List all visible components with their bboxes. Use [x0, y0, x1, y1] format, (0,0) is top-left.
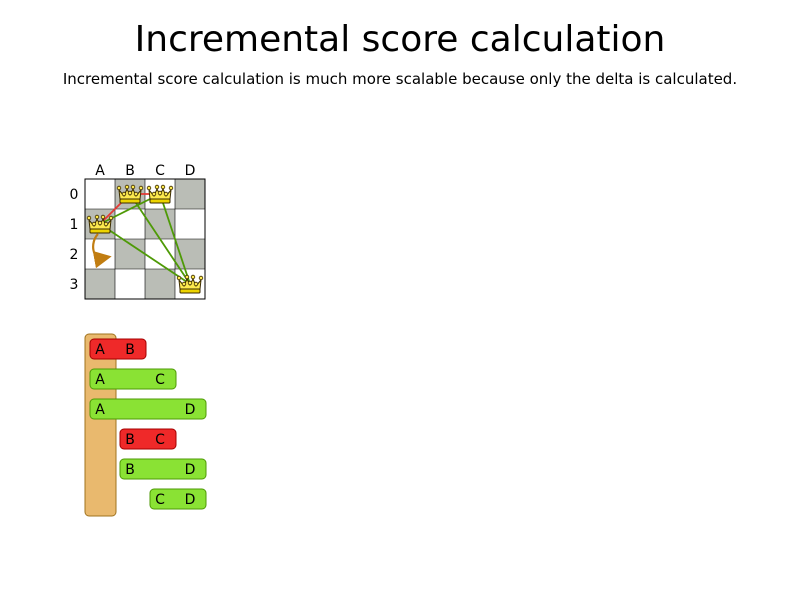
queen-move	[92, 233, 112, 269]
diagram-title: Incremental score calculation	[134, 19, 666, 60]
pair-label-a: A	[95, 372, 105, 388]
pair-label-a: A	[95, 342, 105, 358]
queens	[86, 184, 204, 294]
pair-label-a: C	[155, 492, 165, 508]
board-cell-D0	[175, 179, 205, 209]
board-cell-D1	[175, 209, 205, 239]
row-label-0: 0	[70, 187, 79, 203]
board-cell-C3	[145, 269, 175, 299]
column-label-B: B	[125, 163, 135, 179]
pair-label-b: C	[155, 432, 165, 448]
pair-label-b: D	[185, 462, 196, 478]
row-label-1: 1	[70, 217, 79, 233]
queen-C-crown-icon	[146, 184, 174, 204]
pair-label-a: A	[95, 402, 105, 418]
delta-highlight-bar	[84, 333, 117, 517]
column-label-A: A	[95, 163, 105, 179]
pair-label-b: C	[155, 372, 165, 388]
column-label-C: C	[155, 163, 165, 179]
pair-constraints: A BA CA DB CB DC D	[84, 333, 207, 517]
diagram-subtitle: Incremental score calculation is much mo…	[62, 70, 738, 88]
row-label-2: 2	[70, 247, 79, 263]
pair-label-a: B	[125, 462, 135, 478]
queen-A-crown-icon	[86, 214, 114, 234]
pair-label-b: D	[185, 492, 196, 508]
pair-line-BD	[129, 193, 191, 285]
pair-label-b: B	[125, 342, 135, 358]
board-cell-B3	[115, 269, 145, 299]
pair-line-AD	[99, 223, 191, 285]
queen-D-crown-icon	[176, 274, 204, 294]
board-cell-A2	[85, 239, 115, 269]
pair-label-b: D	[185, 402, 196, 418]
pair-line-CD	[159, 193, 191, 285]
queen-move-curved-arrow-icon	[92, 233, 112, 269]
queen-B-crown-icon	[116, 184, 144, 204]
column-label-D: D	[185, 163, 196, 179]
board-cell-A3	[85, 269, 115, 299]
row-label-3: 3	[70, 277, 79, 293]
pair-label-a: B	[125, 432, 135, 448]
board-cell-A0	[85, 179, 115, 209]
